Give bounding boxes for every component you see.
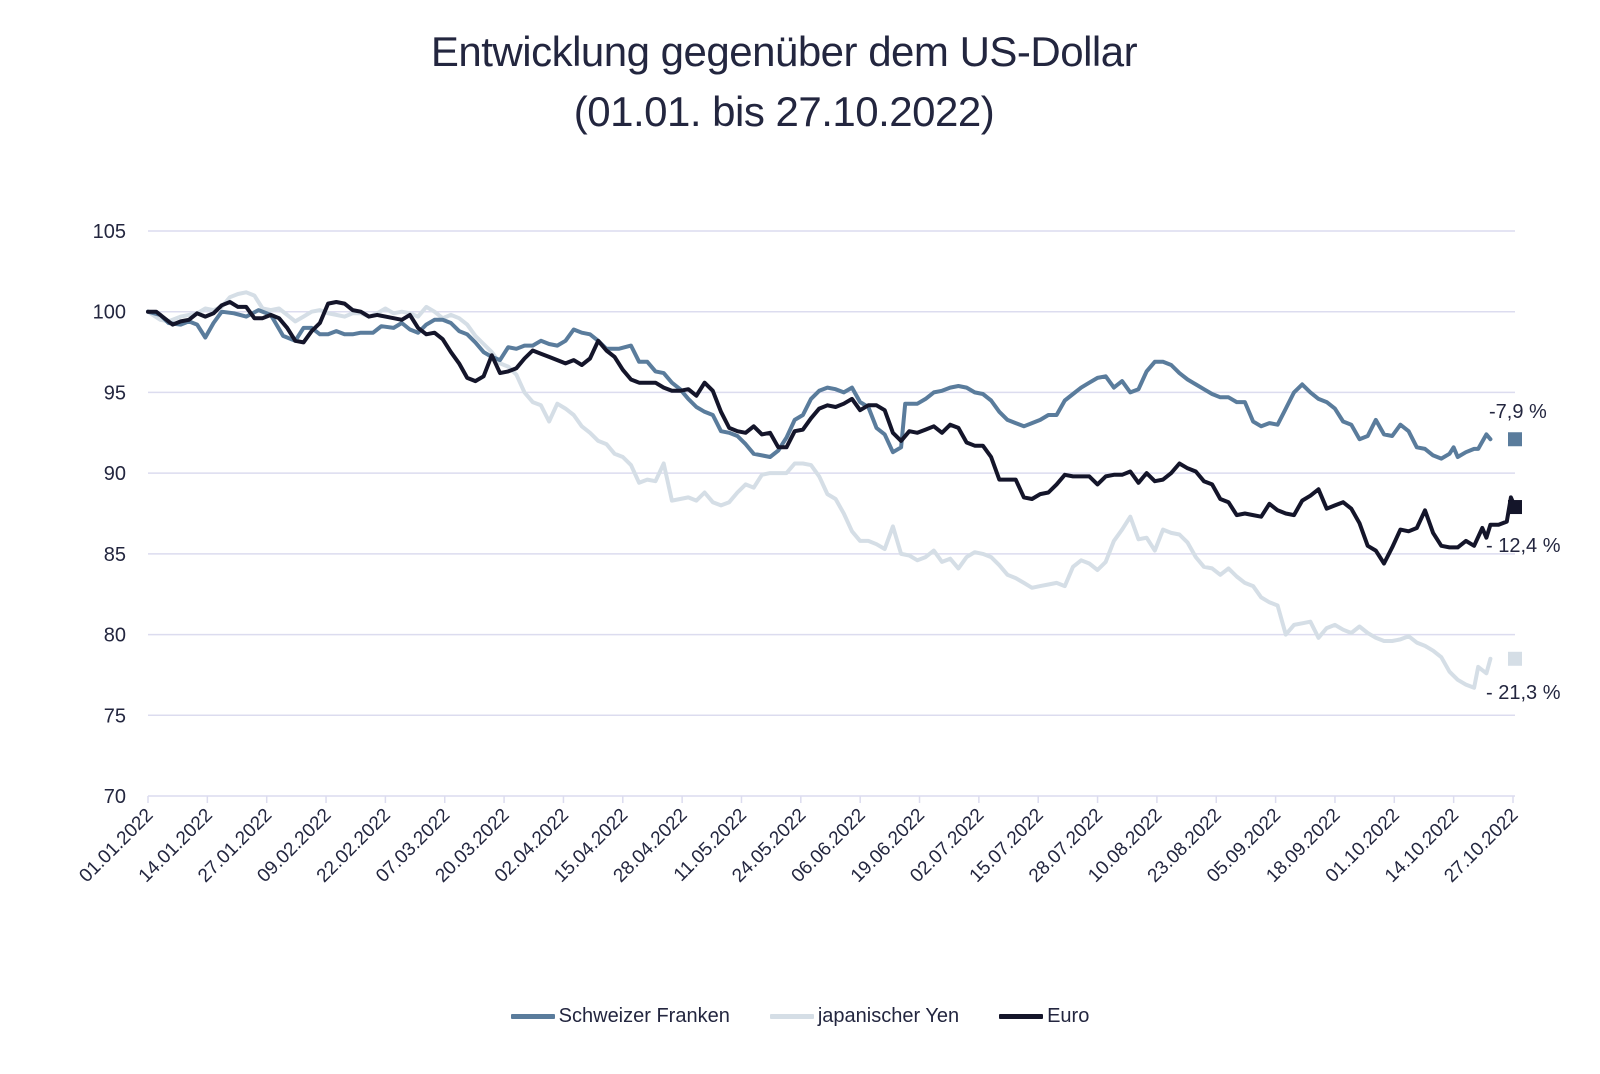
legend-item-jpy[interactable]: japanischer Yen [769, 1005, 960, 1028]
y-tick-label: 100 [93, 302, 126, 324]
legend-swatch-chf [510, 1014, 555, 1019]
data-series [146, 290, 1517, 690]
legend-label-chf: Schweizer Franken [558, 1005, 730, 1027]
end-marker-japanischer-yen [1508, 651, 1522, 666]
legend-item-eur[interactable]: Euro [999, 1005, 1089, 1028]
line-chart: 70 75 80 85 90 95 100 105 01.01.202214.01.20222… [75, 221, 1561, 887]
y-tick-label: 85 [104, 544, 126, 566]
y-tick-label: 95 [104, 382, 126, 404]
chart-title-line-1: Entwicklung gegenüber dem US-Dollar [430, 28, 1138, 75]
end-label-jpy: - 21,3 % [1486, 682, 1561, 704]
x-axis: 01.01.202214.01.202227.01.202209.02.2022… [75, 796, 1523, 887]
end-label-eur: - 12,4 % [1486, 535, 1561, 557]
end-marker-euro [1508, 500, 1522, 515]
series-line-japanischer-yen [146, 290, 1493, 690]
chart-legend: Schweizer Franken japanischer Yen Euro [0, 1005, 1600, 1028]
y-tick-label: 90 [104, 463, 126, 485]
legend-item-chf[interactable]: Schweizer Franken [510, 1005, 730, 1028]
legend-label-jpy: japanischer Yen [817, 1005, 960, 1027]
legend-label-eur: Euro [1047, 1005, 1090, 1027]
y-tick-label: 80 [104, 625, 126, 647]
y-tick-label: 70 [104, 786, 126, 808]
y-tick-label: 75 [104, 705, 126, 727]
chart-title-line-2: (01.01. bis 27.10.2022) [573, 88, 995, 135]
legend-swatch-jpy [769, 1014, 814, 1019]
series-line-schweizer-franken [146, 308, 1493, 461]
series-line-euro [146, 300, 1517, 566]
y-axis: 70 75 80 85 90 95 100 105 [93, 221, 126, 808]
end-marker-schweizer-franken [1508, 432, 1522, 447]
chart-title: Entwicklung gegenüber dem US-Dollar (01.… [0, 22, 1568, 142]
legend-swatch-eur [999, 1014, 1044, 1019]
end-label-chf: -7,9 % [1489, 401, 1547, 423]
gridlines [148, 230, 1515, 797]
y-tick-label: 105 [93, 221, 126, 243]
end-markers [1508, 432, 1522, 666]
